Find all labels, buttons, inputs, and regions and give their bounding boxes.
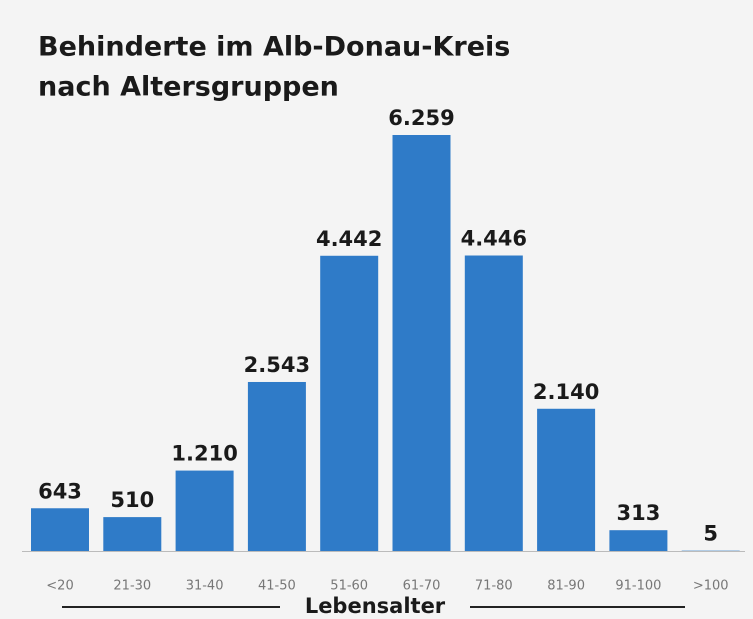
value-label: 643 bbox=[38, 479, 82, 503]
value-label: 4.446 bbox=[461, 226, 527, 250]
bar bbox=[103, 517, 162, 551]
bar bbox=[392, 135, 451, 551]
value-label: 313 bbox=[616, 501, 660, 525]
chart-title: Behinderte im Alb-Donau-Kreis bbox=[38, 32, 510, 63]
value-label: 4.442 bbox=[316, 227, 382, 251]
bar bbox=[537, 408, 596, 551]
bar bbox=[175, 470, 234, 551]
x-tick-label: 31-40 bbox=[186, 579, 224, 594]
value-label: 5 bbox=[703, 522, 718, 546]
value-label: 1.210 bbox=[171, 442, 237, 466]
value-label: 2.140 bbox=[533, 380, 599, 404]
bar bbox=[31, 508, 89, 551]
chart-title: nach Altersgruppen bbox=[38, 72, 339, 103]
x-tick-label: 71-80 bbox=[475, 579, 513, 594]
x-tick-label: 51-60 bbox=[330, 579, 368, 594]
x-tick-label: 21-30 bbox=[113, 579, 151, 594]
bar bbox=[247, 381, 306, 551]
x-tick-label: 81-90 bbox=[547, 579, 585, 594]
x-tick-label: 91-100 bbox=[615, 579, 661, 594]
x-tick-label: >100 bbox=[693, 579, 729, 594]
x-tick-label: 41-50 bbox=[258, 579, 296, 594]
bar bbox=[464, 255, 523, 551]
x-tick-label: 61-70 bbox=[403, 579, 441, 594]
bar bbox=[609, 530, 668, 551]
value-label: 510 bbox=[110, 488, 154, 512]
x-tick-label: <20 bbox=[46, 579, 73, 594]
value-label: 6.259 bbox=[388, 106, 454, 130]
x-axis-label: Lebensalter bbox=[305, 594, 446, 618]
value-label: 2.543 bbox=[244, 353, 310, 377]
bar bbox=[320, 255, 379, 551]
